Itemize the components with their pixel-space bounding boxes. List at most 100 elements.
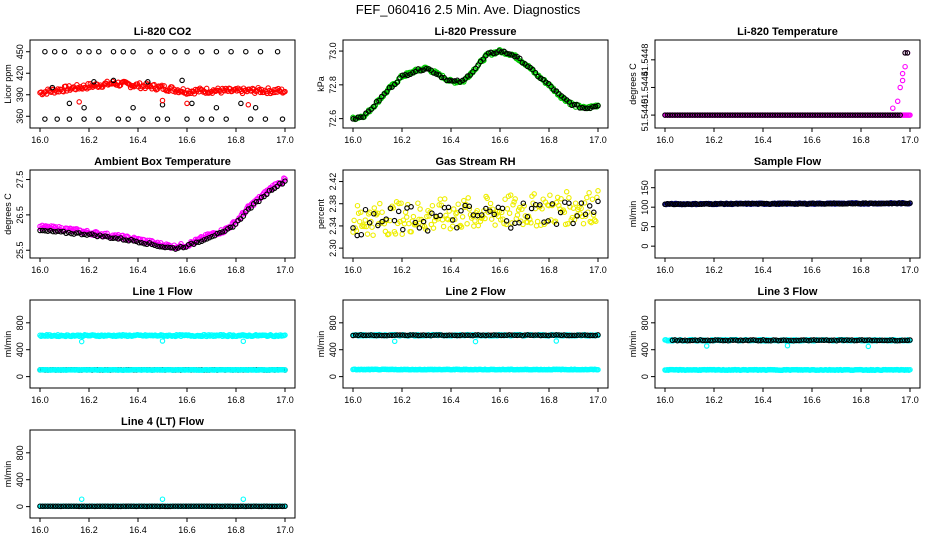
x-tick-label: 16.4 [442,265,460,275]
data-point [504,50,510,57]
y-tick-label: 0 [640,374,650,379]
data-point [395,208,402,215]
data-point [282,88,288,95]
x-tick-label: 16.4 [129,135,147,145]
data-point [861,337,868,344]
data-point [483,205,489,212]
data-point [490,332,497,338]
data-point [756,201,762,207]
data-point [682,337,688,343]
y-tick-label: 27.5 [15,171,25,189]
y-tick-label: 0 [15,504,25,509]
data-point [684,337,691,344]
data-point [97,232,103,238]
data-point [96,48,102,55]
data-point [261,503,267,509]
data-point [446,77,453,84]
data-point [399,72,406,78]
data-point [55,503,61,510]
data-point [223,116,229,122]
data-point [498,49,505,55]
data-point [110,235,116,242]
data-point [687,337,693,344]
data-point [258,503,265,510]
data-point [274,503,280,510]
data-point [524,63,531,70]
data-point [504,206,511,212]
data-point [446,208,452,214]
data-points [37,175,288,252]
data-point [829,200,835,207]
data-point [177,503,184,510]
data-point [779,112,786,118]
data-point [396,200,402,207]
data-point [412,219,419,226]
data-point [707,337,714,344]
data-points [662,50,913,118]
y-tick-label: 390 [15,87,25,102]
data-point [720,337,726,344]
x-tick-label: 16.2 [80,135,98,145]
series-5 [76,97,252,108]
data-point [423,332,429,339]
data-point [753,337,759,344]
data-point [282,367,288,373]
data-point [418,332,424,339]
data-point [378,332,385,339]
data-point [58,503,64,510]
data-point [581,200,588,206]
data-point [102,503,108,509]
x-tick-label: 16.4 [442,395,460,405]
data-point [282,503,288,509]
data-point [491,211,497,218]
x-tick-label: 16.2 [80,395,98,405]
data-point [704,112,711,118]
data-point [125,238,132,244]
data-point [511,332,518,339]
data-point [509,332,515,338]
x-tick-label: 16.4 [442,135,460,145]
data-point [209,503,215,510]
data-point [530,66,536,73]
data-point [404,72,411,79]
data-point [247,116,254,122]
data-point [45,228,51,234]
panel-title: Line 1 Flow [133,286,193,298]
data-point [159,102,166,108]
data-point [420,332,427,338]
data-point [386,332,393,338]
data-point [806,337,812,344]
series-3 [662,366,913,373]
data-point [410,332,416,338]
data-point [164,503,171,510]
data-point [839,201,845,207]
data-point [493,332,500,338]
data-point [208,116,215,122]
x-tick-label: 16.4 [129,525,147,535]
data-point [894,337,901,344]
data-point [890,105,896,111]
data-point [887,337,893,344]
data-point [394,79,401,85]
data-point [579,332,586,338]
data-point [556,332,562,338]
data-point [790,337,797,344]
data-point [466,206,473,212]
data-point [193,503,200,509]
data-point [184,100,190,107]
data-point [871,337,878,343]
data-point [123,237,129,243]
x-tick-label: 16.6 [803,135,821,145]
data-point [829,112,836,118]
data-point [667,201,673,207]
data-point [528,220,534,226]
x-tick-label: 17.0 [589,265,607,275]
data-point [123,503,129,510]
data-point [262,116,269,122]
data-point [159,97,166,104]
data-point [240,503,247,509]
data-point [844,337,850,343]
x-tick-label: 16.2 [80,525,98,535]
x-tick-label: 16.0 [656,265,674,275]
data-point [441,332,447,339]
